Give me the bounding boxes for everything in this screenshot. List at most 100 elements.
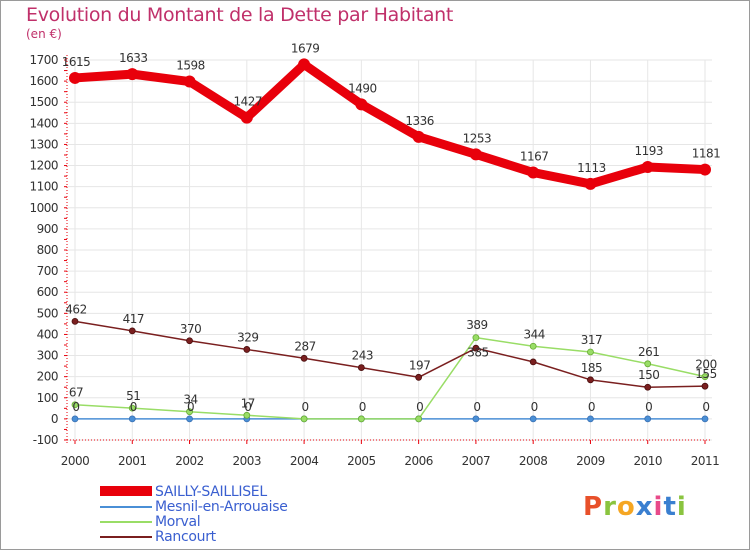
data-label: 317	[581, 333, 602, 347]
y-tick-label: 700	[37, 264, 58, 278]
y-tick-label: 1700	[29, 53, 58, 67]
y-tick-label: 100	[37, 391, 58, 405]
data-point	[472, 415, 480, 423]
data-label: 1633	[119, 51, 148, 65]
y-tick-label: 1000	[29, 201, 58, 215]
x-tick-label: 2002	[175, 454, 204, 468]
data-label: 1427	[234, 95, 263, 109]
logo-letter: i	[676, 492, 687, 522]
data-label: 0	[588, 400, 595, 414]
y-tick-label: -100	[33, 433, 58, 447]
y-tick-label: 800	[37, 243, 58, 257]
data-label: 0	[473, 400, 480, 414]
data-point	[128, 327, 136, 335]
y-tick-label: 1100	[29, 180, 58, 194]
logo-letter: P	[583, 492, 604, 522]
data-label: 1113	[577, 161, 606, 175]
y-tick-label: 1600	[29, 74, 58, 88]
data-label: 344	[523, 327, 544, 341]
data-label: 243	[352, 349, 373, 363]
data-point	[469, 148, 482, 161]
data-point	[587, 415, 594, 423]
y-tick-label: 1200	[29, 159, 58, 173]
data-label: 150	[638, 368, 659, 382]
logo-letter: r	[603, 492, 617, 522]
y-tick-label: 1300	[29, 137, 58, 151]
data-label: 1181	[692, 147, 721, 161]
y-tick-label: 600	[37, 285, 58, 299]
data-point	[529, 415, 537, 423]
data-point	[587, 348, 594, 356]
legend-swatch-mesnil	[100, 506, 152, 508]
data-point	[128, 415, 136, 423]
data-point	[71, 415, 79, 423]
data-point	[701, 373, 709, 381]
x-tick-label: 2001	[118, 454, 147, 468]
data-point	[529, 342, 537, 350]
x-tick-label: 2008	[519, 454, 548, 468]
x-tick-label: 2000	[61, 454, 90, 468]
data-label: 0	[187, 400, 194, 414]
chart-title: Evolution du Montant de la Dette par Hab…	[26, 4, 454, 26]
data-point	[355, 98, 368, 111]
data-label: 197	[409, 358, 430, 372]
legend-label: Rancourt	[155, 529, 216, 545]
y-tick-label: 200	[37, 370, 58, 384]
y-tick-label: 400	[37, 327, 58, 341]
y-tick-label: 500	[37, 306, 58, 320]
data-point	[186, 337, 193, 345]
data-label: 417	[123, 312, 144, 326]
chart-subtitle: (en €)	[26, 27, 62, 41]
data-label: 261	[638, 345, 659, 359]
data-point	[644, 360, 652, 368]
data-point	[644, 415, 652, 423]
data-label: 329	[237, 330, 258, 344]
data-label: 0	[416, 400, 423, 414]
data-label: 0	[359, 400, 366, 414]
data-point	[472, 344, 480, 352]
data-label: 34	[183, 393, 197, 407]
data-label: 385	[467, 346, 488, 360]
data-label: 0	[645, 400, 652, 414]
data-point	[357, 364, 365, 371]
data-point	[527, 166, 540, 179]
data-point	[243, 346, 251, 353]
data-point	[240, 111, 253, 124]
data-point	[71, 317, 79, 325]
y-tick-label: 0	[51, 412, 58, 426]
data-label: 0	[302, 400, 309, 414]
data-point	[243, 411, 251, 419]
data-point	[300, 354, 308, 362]
data-point	[186, 415, 193, 423]
data-label: 1167	[520, 150, 549, 164]
x-tick-label: 2010	[633, 454, 662, 468]
data-label: 1679	[291, 41, 320, 55]
x-tick-label: 2005	[347, 454, 376, 468]
series-line	[70, 59, 710, 189]
logo-letter: x	[635, 492, 654, 522]
data-point	[183, 75, 196, 88]
data-point	[472, 334, 480, 342]
data-label: 0	[531, 400, 538, 414]
x-tick-label: 2006	[404, 454, 433, 468]
data-point	[701, 415, 709, 423]
data-label: 0	[130, 400, 137, 414]
data-label: 67	[69, 386, 83, 400]
data-point	[529, 358, 537, 366]
data-point	[701, 382, 709, 390]
series-line	[74, 320, 706, 388]
data-point	[415, 373, 423, 381]
proxiti-logo: Proxiti	[583, 492, 687, 522]
data-label: 1336	[405, 114, 434, 128]
legend-label: Mesnil-en-Arrouaise	[155, 499, 288, 515]
logo-letter: t	[663, 492, 677, 522]
data-label: 0	[702, 400, 709, 414]
data-label: 1193	[634, 144, 663, 158]
x-tick-label: 2011	[691, 454, 720, 468]
data-point	[587, 376, 594, 384]
legend-swatch-sailly	[100, 486, 152, 496]
data-point	[186, 408, 193, 416]
data-point	[126, 68, 139, 81]
series-line	[74, 336, 706, 420]
